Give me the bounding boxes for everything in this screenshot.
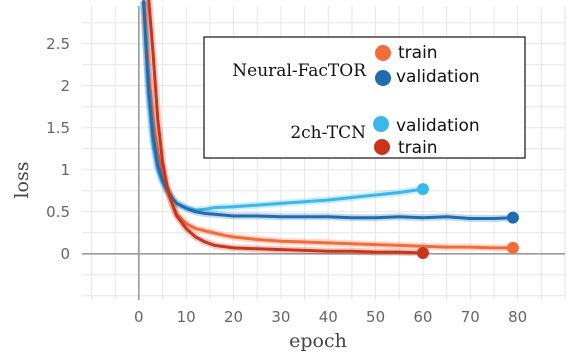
legend: Neural-FacTOR train validation 2ch-TCN v… [203,36,526,159]
legend-label-neural-factor-train: train [398,43,438,63]
x-tick-label: 10 [177,308,196,326]
x-tick-label: 20 [224,308,243,326]
series-line-neural-factor-train [142,0,515,250]
series-line-neural-factor-validation [142,0,515,220]
end-marker-2ch-tcn-validation [416,183,429,196]
x-axis-title: epoch [289,330,347,352]
end-marker-neural-factor-train [506,241,519,254]
y-tick-label: 2 [60,77,70,95]
end-marker-neural-factor-validation [506,211,519,224]
x-tick-label: 0 [134,308,144,326]
legend-label-neural-factor-validation: validation [396,67,480,87]
legend-box [203,36,526,159]
legend-label-2ch-tcn-validation: validation [396,116,480,136]
x-tick-label: 60 [413,308,432,326]
x-tick-label: 70 [461,308,480,326]
legend-group-2ch-tcn: 2ch-TCN [290,123,366,143]
x-tick-labels: 0 10 20 30 40 50 60 70 80 [134,308,527,326]
y-tick-label: 2.5 [46,35,70,53]
y-tick-label: 1 [60,161,70,179]
y-axis-title: loss [11,161,33,198]
legend-marker-2ch-tcn-validation [373,116,389,132]
series-line-2ch-tcn-train [147,0,425,255]
series-end-markers [416,183,519,259]
end-marker-2ch-tcn-train [416,246,429,259]
x-tick-label: 50 [366,308,385,326]
legend-label-2ch-tcn-train: train [398,138,438,158]
y-tick-label: 1.5 [46,119,70,137]
legend-markers [373,45,391,155]
x-tick-label: 40 [319,308,338,326]
x-tick-label: 80 [508,308,527,326]
legend-marker-neural-factor-train [375,45,391,61]
y-tick-labels: 0 0.5 1 1.5 2 2.5 [46,35,70,263]
y-tick-label: 0.5 [46,203,70,221]
y-tick-label: 0 [60,245,70,263]
legend-marker-neural-factor-validation [375,70,391,86]
legend-marker-2ch-tcn-train [374,139,390,155]
series-lines [140,0,515,257]
legend-group-neural-factor: Neural-FacTOR [232,61,367,81]
x-tick-label: 30 [271,308,290,326]
zero-axes [82,6,565,300]
